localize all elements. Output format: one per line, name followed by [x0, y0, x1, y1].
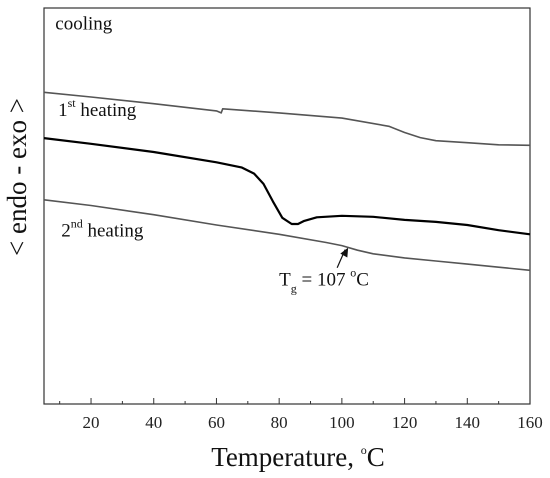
x-axis-title-degree: o	[361, 443, 367, 457]
x-tick-label: 160	[517, 413, 543, 432]
annotation-3: 2nd heating	[61, 216, 144, 241]
plot-frame	[43, 7, 531, 405]
annotations: cooling 1st heating 2nd heating Tg = 107 oC	[55, 14, 369, 296]
x-axis-title: Temperature, oC	[211, 442, 385, 472]
x-axis-title-text: Temperature,	[211, 442, 361, 472]
series-layer	[43, 91, 531, 272]
x-tick-label: 140	[455, 413, 481, 432]
annotation-1: cooling	[55, 14, 112, 35]
annotation-arrow-head	[340, 247, 349, 258]
x-axis-ticks: 20 40 60 80 100 120 140 160	[59, 398, 543, 432]
annotation-2: 1st heating	[58, 96, 137, 121]
series-line-3	[43, 199, 531, 272]
annotation-4: Tg = 107 oC	[279, 266, 369, 296]
series-line-2	[43, 137, 531, 236]
plot-area	[43, 7, 531, 405]
x-tick-label: 80	[271, 413, 288, 432]
x-axis-title-unit: C	[367, 442, 385, 472]
y-axis-title: < endo - exo >	[2, 98, 32, 256]
x-tick-label: 100	[329, 413, 355, 432]
x-tick-label: 60	[208, 413, 225, 432]
x-tick-label: 40	[145, 413, 162, 432]
x-tick-label: 20	[83, 413, 100, 432]
x-tick-label: 120	[392, 413, 418, 432]
series-line-1	[43, 91, 531, 147]
